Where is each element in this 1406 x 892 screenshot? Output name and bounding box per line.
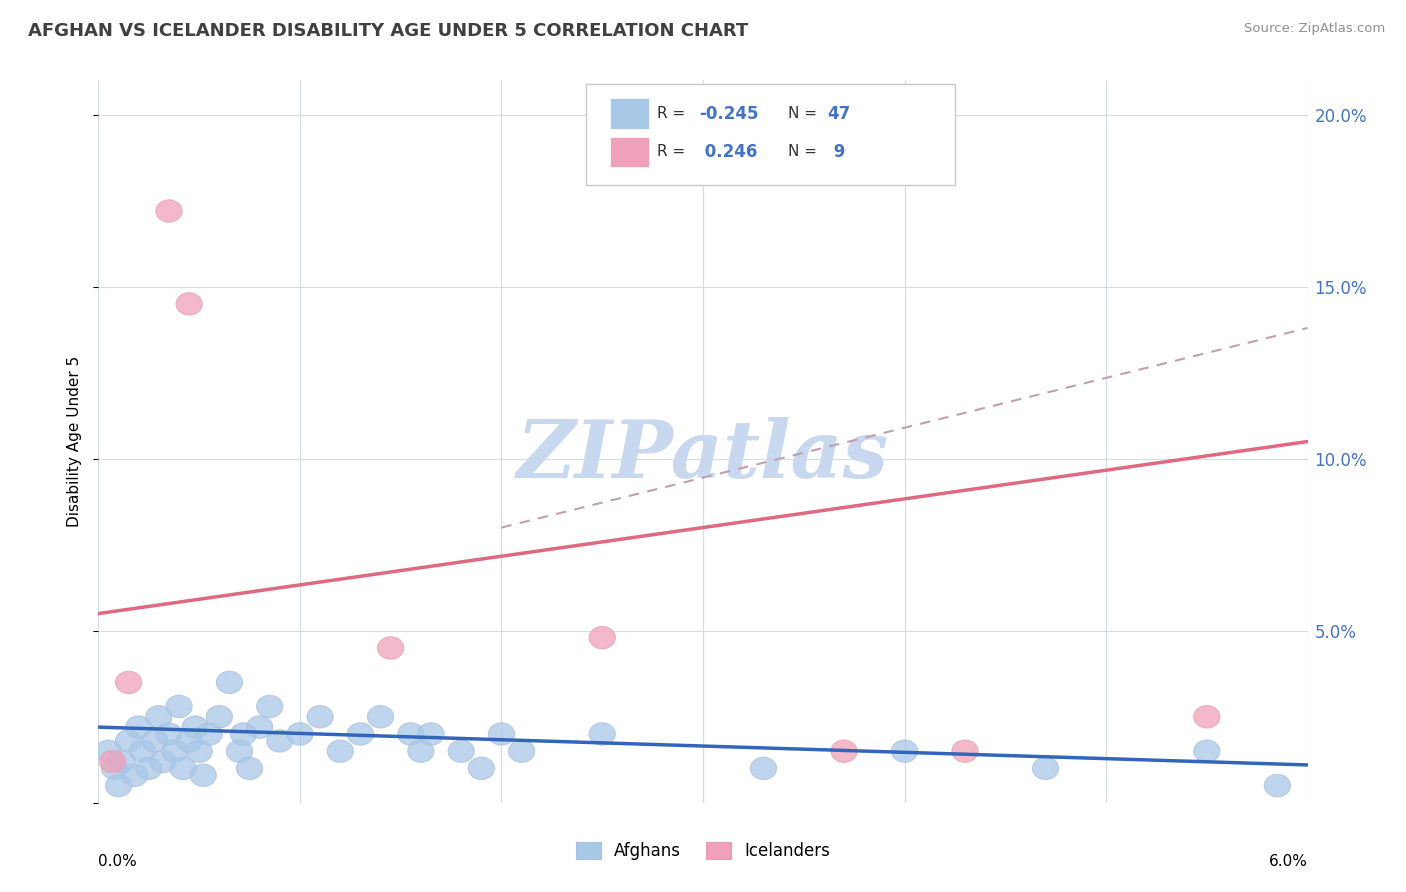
Ellipse shape — [121, 764, 148, 787]
Ellipse shape — [136, 757, 162, 780]
Text: 0.246: 0.246 — [699, 143, 758, 161]
Ellipse shape — [236, 757, 263, 780]
Ellipse shape — [449, 740, 474, 763]
Ellipse shape — [142, 730, 167, 752]
Text: 47: 47 — [828, 104, 851, 122]
Ellipse shape — [287, 723, 314, 745]
Ellipse shape — [129, 740, 156, 763]
Ellipse shape — [197, 723, 222, 745]
Ellipse shape — [307, 706, 333, 728]
Ellipse shape — [176, 293, 202, 315]
Ellipse shape — [170, 757, 197, 780]
Ellipse shape — [207, 706, 232, 728]
Ellipse shape — [186, 740, 212, 763]
Text: N =: N = — [787, 106, 821, 121]
Ellipse shape — [150, 750, 176, 772]
Text: Source: ZipAtlas.com: Source: ZipAtlas.com — [1244, 22, 1385, 36]
Ellipse shape — [162, 740, 188, 763]
Ellipse shape — [257, 695, 283, 718]
Ellipse shape — [267, 730, 292, 752]
Ellipse shape — [156, 723, 181, 745]
FancyBboxPatch shape — [610, 136, 648, 167]
Ellipse shape — [751, 757, 776, 780]
Ellipse shape — [408, 740, 434, 763]
Ellipse shape — [952, 740, 979, 763]
Text: 6.0%: 6.0% — [1268, 855, 1308, 870]
Ellipse shape — [1264, 774, 1291, 797]
Ellipse shape — [101, 757, 128, 780]
Text: 9: 9 — [828, 143, 845, 161]
Ellipse shape — [347, 723, 374, 745]
Ellipse shape — [125, 716, 152, 739]
Ellipse shape — [509, 740, 534, 763]
Ellipse shape — [398, 723, 423, 745]
Ellipse shape — [110, 750, 136, 772]
Ellipse shape — [831, 740, 858, 763]
FancyBboxPatch shape — [586, 84, 955, 185]
Text: R =: R = — [657, 145, 690, 160]
Ellipse shape — [166, 695, 193, 718]
Ellipse shape — [100, 750, 125, 772]
FancyBboxPatch shape — [610, 98, 648, 128]
Ellipse shape — [217, 671, 242, 694]
Legend: Afghans, Icelanders: Afghans, Icelanders — [569, 835, 837, 867]
Ellipse shape — [181, 716, 208, 739]
Ellipse shape — [115, 730, 142, 752]
Text: AFGHAN VS ICELANDER DISABILITY AGE UNDER 5 CORRELATION CHART: AFGHAN VS ICELANDER DISABILITY AGE UNDER… — [28, 22, 748, 40]
Ellipse shape — [105, 774, 132, 797]
Text: 0.0%: 0.0% — [98, 855, 138, 870]
Ellipse shape — [246, 716, 273, 739]
Ellipse shape — [488, 723, 515, 745]
Ellipse shape — [589, 723, 616, 745]
Text: R =: R = — [657, 106, 690, 121]
Ellipse shape — [146, 706, 172, 728]
Ellipse shape — [468, 757, 495, 780]
Ellipse shape — [378, 637, 404, 659]
Ellipse shape — [1194, 740, 1220, 763]
Ellipse shape — [231, 723, 257, 745]
Text: -0.245: -0.245 — [699, 104, 759, 122]
Y-axis label: Disability Age Under 5: Disability Age Under 5 — [67, 356, 83, 527]
Ellipse shape — [367, 706, 394, 728]
Ellipse shape — [328, 740, 353, 763]
Ellipse shape — [176, 730, 202, 752]
Ellipse shape — [589, 626, 616, 648]
Ellipse shape — [190, 764, 217, 787]
Ellipse shape — [1194, 706, 1220, 728]
Ellipse shape — [226, 740, 253, 763]
Ellipse shape — [1032, 757, 1059, 780]
Text: N =: N = — [787, 145, 821, 160]
Text: ZIPatlas: ZIPatlas — [517, 417, 889, 495]
Ellipse shape — [418, 723, 444, 745]
Ellipse shape — [156, 200, 181, 222]
Ellipse shape — [891, 740, 918, 763]
Ellipse shape — [96, 740, 121, 763]
Ellipse shape — [115, 671, 142, 694]
